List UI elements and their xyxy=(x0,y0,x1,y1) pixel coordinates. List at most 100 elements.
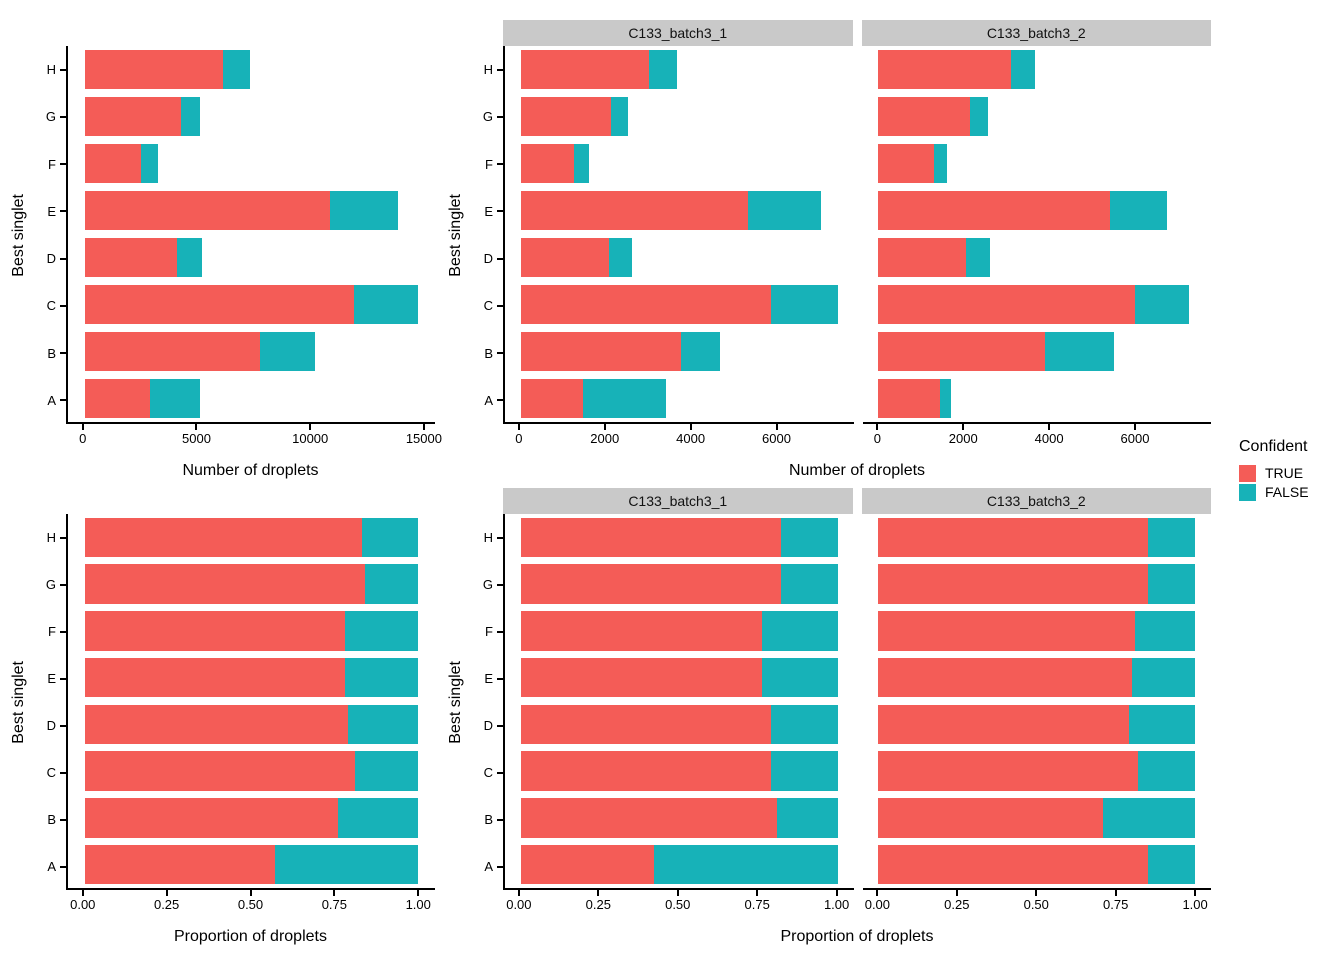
panel-C133_batch3_2 xyxy=(862,514,1212,890)
panel xyxy=(66,46,435,424)
segment-true xyxy=(84,564,365,604)
y-tick-label: D xyxy=(46,718,56,733)
stacked-bar-C xyxy=(84,284,419,325)
segment-true xyxy=(84,844,275,885)
facet-strip: C133_batch3_2 xyxy=(861,20,1211,46)
y-tick: B xyxy=(467,796,503,843)
segment-false xyxy=(681,331,720,372)
y-tick-label: F xyxy=(48,624,56,639)
segment-true xyxy=(84,96,181,137)
y-tick: B xyxy=(30,796,66,843)
y-tick-label: G xyxy=(45,109,56,125)
stacked-bar-E xyxy=(520,657,838,698)
segment-true xyxy=(520,517,781,558)
segment-true xyxy=(84,704,349,745)
y-axis-ticks: H G F E D C B A xyxy=(467,514,503,890)
x-tick-mark xyxy=(422,424,425,430)
y-tick: B xyxy=(467,330,503,377)
category-band-A xyxy=(68,841,435,888)
segment-true xyxy=(520,564,781,604)
segment-false xyxy=(1045,331,1114,372)
chart-counts-combined: Best singlet H G F E D C B A 0 5000 10000 15000 Numbe… xyxy=(0,0,445,480)
facet-strip-label: C133_batch3_2 xyxy=(986,493,1086,509)
stacked-bar-D xyxy=(878,704,1196,745)
segment-false xyxy=(747,190,821,231)
y-tick-mark xyxy=(497,724,503,727)
y-tick-label: G xyxy=(482,577,493,592)
stacked-bar-C xyxy=(878,284,1189,325)
y-tick-label: E xyxy=(47,203,56,219)
stacked-bar-A xyxy=(878,378,952,419)
stacked-bar-A xyxy=(520,378,667,419)
stacked-bar-A xyxy=(520,844,838,885)
y-axis-title: Best singlet xyxy=(445,514,467,890)
x-tick-mark xyxy=(1114,890,1117,896)
stacked-bar-G xyxy=(520,564,838,604)
segment-false xyxy=(330,190,398,231)
category-band-D xyxy=(68,234,435,281)
category-band-H xyxy=(863,514,1212,561)
y-tick-label: C xyxy=(483,765,493,780)
x-tick-mark xyxy=(603,424,606,430)
segment-true xyxy=(84,378,151,419)
segment-false xyxy=(141,143,159,184)
segment-false xyxy=(653,844,838,885)
segment-true xyxy=(878,378,941,419)
y-tick-mark xyxy=(497,677,503,680)
facet-strip-label: C133_batch3_1 xyxy=(628,25,728,41)
y-tick-mark xyxy=(60,210,66,213)
x-tick-label: 6000 xyxy=(1120,431,1150,446)
segment-true xyxy=(878,564,1148,604)
legend-entry-true: TRUE xyxy=(1239,464,1344,482)
segment-false xyxy=(1134,611,1196,651)
y-axis-title-text: Best singlet xyxy=(447,193,464,277)
y-tick-label: G xyxy=(482,109,493,125)
segment-true xyxy=(520,798,778,838)
y-tick-mark xyxy=(60,399,66,402)
segment-false xyxy=(610,96,628,137)
x-tick-mark xyxy=(1048,424,1051,430)
segment-true xyxy=(520,143,575,184)
facet-strip: C133_batch3_2 xyxy=(861,488,1211,514)
legend-label-true: TRUE xyxy=(1265,465,1304,481)
segment-false xyxy=(1128,704,1196,745)
x-tick-label: 0.75 xyxy=(321,897,348,912)
category-band-E xyxy=(863,654,1212,701)
y-tick: C xyxy=(30,282,66,329)
x-tick-label: 0.25 xyxy=(585,897,611,912)
stacked-bar-H xyxy=(84,517,419,558)
y-tick-mark xyxy=(497,865,503,868)
y-tick-label: E xyxy=(484,671,493,686)
stacked-bar-G xyxy=(520,96,628,137)
y-tick-label: F xyxy=(485,156,493,172)
y-tick-mark xyxy=(497,257,503,260)
segment-true xyxy=(84,237,178,278)
x-tick-label: 0 xyxy=(515,431,523,446)
y-axis-title-text: Best singlet xyxy=(10,193,27,277)
y-tick-mark xyxy=(497,536,503,539)
y-tick-label: D xyxy=(46,251,56,267)
segment-true xyxy=(878,657,1132,698)
stacked-bar-F xyxy=(878,611,1196,651)
stacked-bar-F xyxy=(84,611,419,651)
segment-false xyxy=(274,844,419,885)
stacked-bar-B xyxy=(84,798,419,838)
category-band-G xyxy=(505,93,854,140)
counts-by-batch: C133_batch3_1 C133_batch3_2 Best singlet H G… xyxy=(445,20,1211,480)
y-tick-mark xyxy=(60,724,66,727)
x-axis: 0.00 0.25 0.50 0.75 1.00 xyxy=(503,890,853,916)
category-band-B xyxy=(505,795,854,842)
category-band-F xyxy=(68,608,435,655)
stacked-bar-D xyxy=(84,237,203,278)
legend: Confident TRUE FALSE xyxy=(1225,0,1344,960)
x-tick-mark xyxy=(876,424,879,430)
y-tick-mark xyxy=(497,818,503,821)
segment-true xyxy=(84,143,142,184)
segment-false xyxy=(777,798,838,838)
stacked-bar-G xyxy=(878,564,1196,604)
y-tick-label: D xyxy=(483,718,493,733)
y-tick-label: B xyxy=(47,812,56,827)
stacked-bar-E xyxy=(878,190,1168,231)
stacked-bar-H xyxy=(878,517,1196,558)
y-tick: G xyxy=(30,561,66,608)
